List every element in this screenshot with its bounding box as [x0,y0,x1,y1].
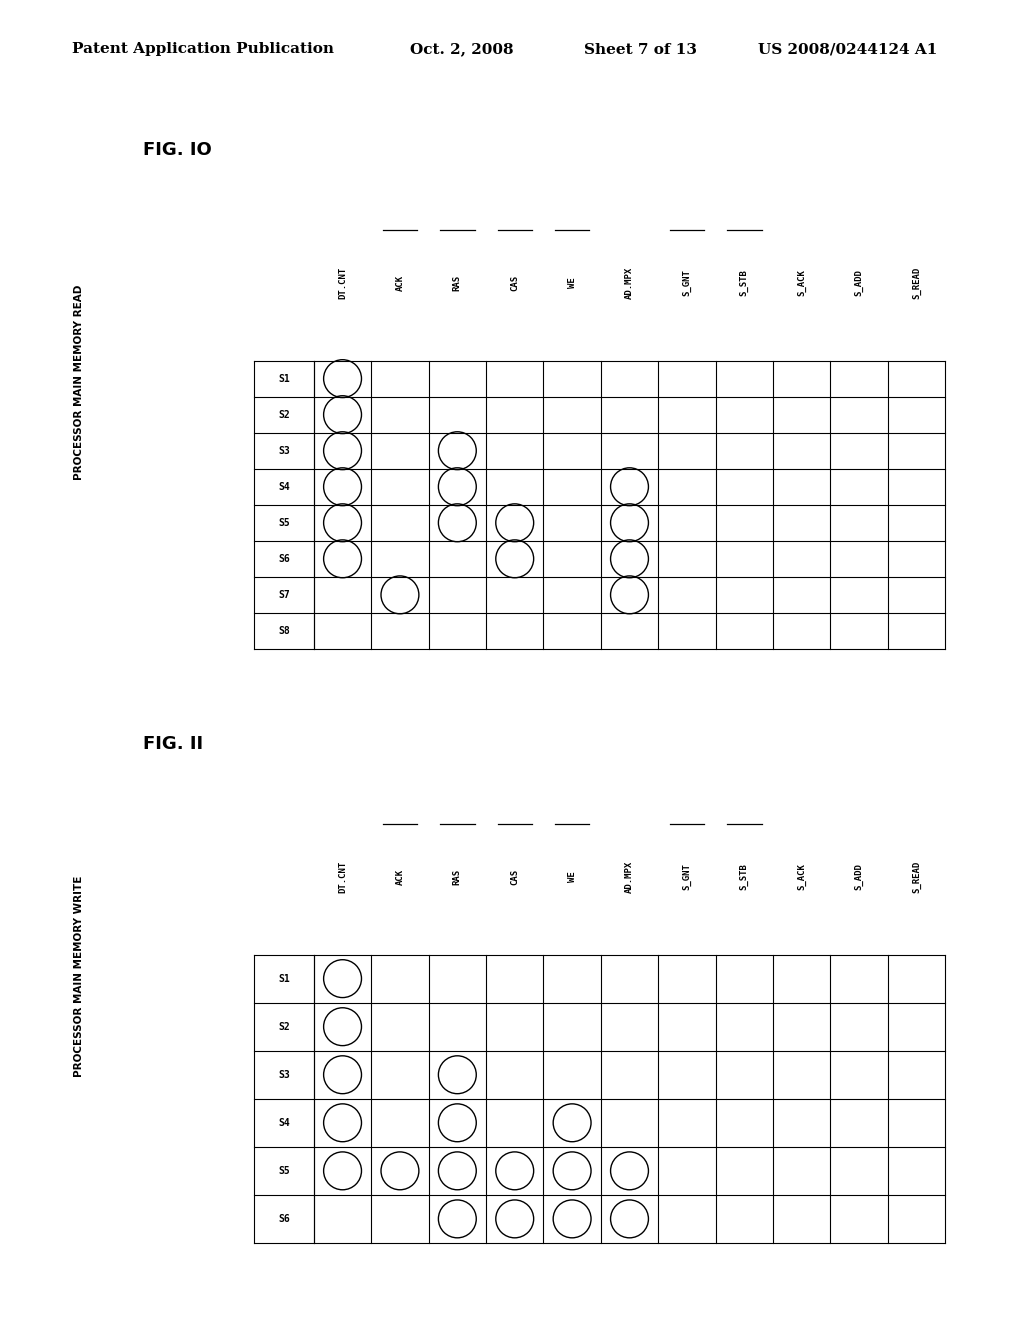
Text: S2: S2 [279,409,290,420]
Text: AD.MPX: AD.MPX [625,861,634,894]
Text: ACK: ACK [395,869,404,886]
Text: S5: S5 [279,517,290,528]
Text: S7: S7 [279,590,290,599]
Text: AD.MPX: AD.MPX [625,267,634,300]
Text: Oct. 2, 2008: Oct. 2, 2008 [410,42,513,57]
Text: S_STB: S_STB [739,269,749,297]
Text: US 2008/0244124 A1: US 2008/0244124 A1 [758,42,937,57]
Text: S1: S1 [279,374,290,384]
Text: S4: S4 [279,482,290,492]
Text: WE: WE [567,871,577,882]
Text: S3: S3 [279,1069,290,1080]
Text: S1: S1 [279,974,290,983]
Text: S_GNT: S_GNT [682,863,691,891]
Text: FIG. II: FIG. II [143,735,204,752]
Text: S_ADD: S_ADD [854,863,863,891]
Text: Patent Application Publication: Patent Application Publication [72,42,334,57]
Text: Sheet 7 of 13: Sheet 7 of 13 [584,42,696,57]
Text: RAS: RAS [453,275,462,292]
Text: WE: WE [567,277,577,288]
Text: S6: S6 [279,1214,290,1224]
Text: S3: S3 [279,446,290,455]
Text: S5: S5 [279,1166,290,1176]
Text: DT.CNT: DT.CNT [338,861,347,894]
Text: S4: S4 [279,1118,290,1127]
Text: CAS: CAS [510,869,519,886]
Text: S_ACK: S_ACK [797,269,806,297]
Text: RAS: RAS [453,869,462,886]
Text: CAS: CAS [510,275,519,292]
Text: FIG. IO: FIG. IO [143,141,212,158]
Text: S_ADD: S_ADD [854,269,863,297]
Text: S_GNT: S_GNT [682,269,691,297]
Text: S_READ: S_READ [912,861,921,894]
Text: PROCESSOR MAIN MEMORY WRITE: PROCESSOR MAIN MEMORY WRITE [74,876,84,1077]
Text: S_STB: S_STB [739,863,749,891]
Text: S_ACK: S_ACK [797,863,806,891]
Text: ACK: ACK [395,275,404,292]
Text: S8: S8 [279,626,290,636]
Text: DT.CNT: DT.CNT [338,267,347,300]
Text: S6: S6 [279,554,290,564]
Text: S2: S2 [279,1022,290,1032]
Text: S_READ: S_READ [912,267,921,300]
Text: PROCESSOR MAIN MEMORY READ: PROCESSOR MAIN MEMORY READ [74,285,84,480]
